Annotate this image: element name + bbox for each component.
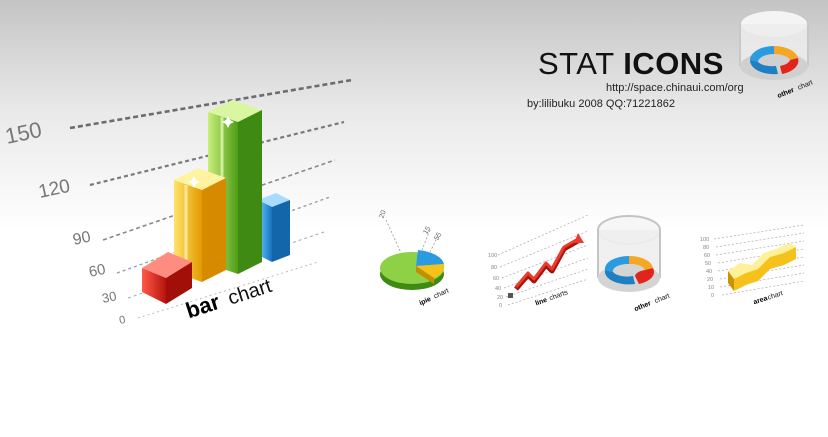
page-title: STAT ICONS	[538, 46, 724, 82]
line-marker-dark	[508, 293, 513, 298]
area-tick-40: 40	[706, 269, 712, 275]
pie-label-light: chart	[433, 288, 450, 301]
sparkle-icons	[188, 116, 234, 188]
tick-label-30: 30	[101, 288, 118, 306]
other-chart-header-icon: other chart	[739, 9, 814, 98]
line-tick-60: 60	[493, 276, 499, 282]
tick-label-60: 60	[87, 261, 107, 281]
tick-label-120: 120	[37, 176, 72, 203]
url-text: http://space.chinaui.com/org	[606, 82, 744, 94]
area-tick-20: 20	[707, 277, 713, 283]
other-label-bold: other	[633, 300, 652, 312]
pie-label-bold: ipie	[418, 296, 432, 307]
title-light: STAT	[538, 46, 624, 81]
credit-text: by:lilibuku 2008 QQ:71221862	[527, 98, 675, 110]
area-tick-60: 60	[704, 253, 710, 259]
line-tick-20: 20	[497, 295, 503, 301]
header-icon-label-light: chart	[797, 79, 814, 91]
line-tick-40: 40	[495, 286, 501, 292]
bar-chart-tick-labels: 0 30 60 90 120 150	[3, 117, 127, 327]
line-tick-80: 80	[491, 265, 497, 271]
area-tick-10: 10	[708, 285, 714, 291]
area-tick-100: 100	[700, 237, 709, 243]
other-chart-icon: other chart	[597, 215, 671, 312]
pie-value-15: 15	[422, 225, 432, 235]
line-label-bold: line	[535, 297, 549, 308]
line-tick-100: 100	[488, 253, 497, 259]
pie-value-20: 20	[378, 209, 387, 219]
bar-chart-icon: 0 30 60 90 120 150 bar chart	[3, 78, 353, 327]
bar-blue	[258, 193, 290, 262]
other-label-light: chart	[654, 293, 671, 305]
bar-red	[142, 252, 192, 304]
bar-label-bold: bar	[183, 289, 224, 323]
area-tick-50: 50	[705, 261, 711, 267]
area-label-light: chart	[767, 290, 784, 301]
area-tick-0: 0	[711, 293, 714, 299]
tick-label-90: 90	[71, 229, 92, 249]
tick-label-0: 0	[118, 314, 126, 327]
line-tick-0: 0	[499, 303, 502, 309]
area-tick-80: 80	[703, 245, 709, 251]
pie-value-55: 55	[433, 231, 443, 241]
area-chart-icon: 100 80 60 50 40 20 10 0 area chart	[700, 224, 805, 306]
line-chart-icon: 100 80 60 40 20 0 line charts	[488, 214, 589, 309]
bar-label-light: chart	[225, 275, 275, 310]
tick-label-150: 150	[3, 117, 44, 149]
area-label-bold: area	[753, 295, 769, 306]
title-bold: ICONS	[623, 46, 724, 81]
pie-chart-icon: 20 15 55 ipie chart	[378, 209, 450, 307]
header-icon-label-bold: other	[776, 87, 795, 98]
